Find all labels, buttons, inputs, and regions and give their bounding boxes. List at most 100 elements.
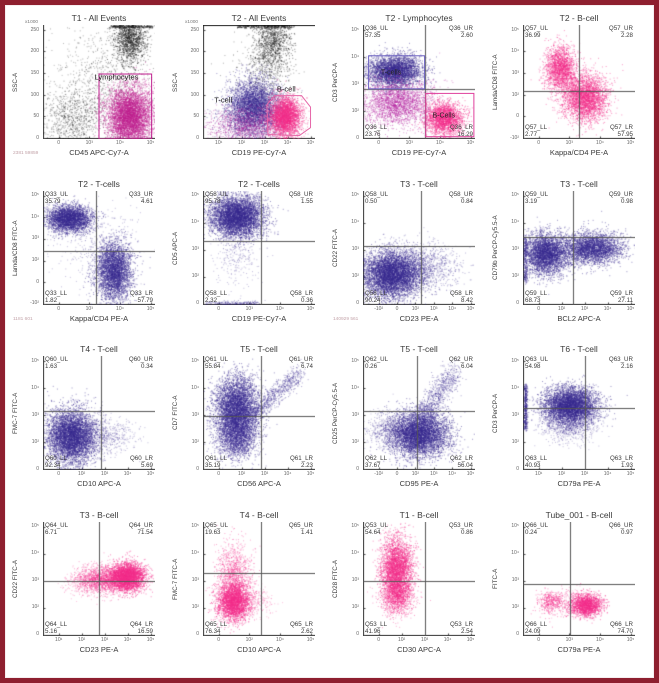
- quadrant-value: 55.84: [205, 363, 221, 370]
- x-axis-label: CD10 APC-A: [77, 479, 121, 488]
- quadrant-label-ul: Q64_UL 6.71: [45, 522, 68, 536]
- y-axis-ticks: 10⁵ 10⁴ 10³ 10² 0: [337, 356, 361, 472]
- axis-tick-label: 10²: [398, 636, 406, 643]
- axis-tick-label: 10⁵: [351, 523, 359, 530]
- axis-tick-label: 10³: [260, 471, 269, 477]
- axis-tick-label: 0: [356, 465, 359, 472]
- quadrant-name: Q59_UL: [525, 190, 549, 198]
- axis-tick-label: 0: [537, 140, 541, 146]
- quadrant-name: Q61_LR: [289, 455, 313, 462]
- quadrant-value: 0.98: [620, 197, 633, 205]
- axis-tick-label: 10⁵: [511, 523, 519, 530]
- axis-tick-label: 10³: [511, 246, 519, 253]
- quadrant-value: 2.32: [205, 296, 218, 304]
- quadrant-label-ur: Q59_UR 0.98: [609, 191, 633, 205]
- axis-tick-label: 0: [516, 300, 519, 307]
- quadrant-value: 2.23: [300, 462, 313, 469]
- axis-tick-label: 10²: [511, 273, 519, 280]
- quadrant-name: Q62_UL: [365, 356, 389, 363]
- quadrant-label-ll: Q58_LL 90.24: [365, 290, 387, 304]
- quadrant-label-ul: Q65_UL 19.63: [205, 522, 228, 536]
- axis-tick-label: 10⁴: [31, 384, 39, 391]
- quadrant-name: Q57_UR: [608, 25, 633, 32]
- quadrant-name: Q58_LL: [205, 289, 228, 297]
- axis-tick-label: 10³: [260, 140, 269, 146]
- plot-area: Q58_UL 0.50 Q58_UR 0.84 Q58_LL 90.24 Q58_LR…: [363, 190, 475, 305]
- quadrant-label-ul: Q61_UL 55.84: [205, 356, 228, 370]
- quadrant-name: Q59_UR: [608, 190, 633, 198]
- scatter-canvas: [43, 521, 155, 636]
- quadrant-label-ur: Q60_UR 0.34: [129, 356, 153, 370]
- quadrant-value: 95.78: [205, 197, 221, 205]
- axis-tick-label: 10²: [558, 471, 566, 477]
- quadrant-name: Q33_LR: [129, 289, 153, 297]
- quadrant-label-ll: Q65_LL 76.34: [205, 621, 227, 635]
- quadrant-value: 68.73: [525, 296, 541, 304]
- x-axis-label: CD95 PE-A: [399, 479, 439, 488]
- quadrant-value: 5.69: [140, 462, 153, 469]
- plot-area: Q64_UL 6.71 Q64_UR 71.54 Q64_LL 5.16 Q64_LR…: [43, 521, 155, 636]
- axis-tick-label: 10⁵: [351, 26, 359, 33]
- axis-tick-label: 0: [57, 305, 61, 312]
- scatter-canvas: [363, 190, 475, 305]
- quadrant-name: Q66_LR: [609, 620, 633, 628]
- quadrant-name: Q58_LR: [449, 289, 473, 297]
- axis-tick-label: 10³: [191, 246, 199, 253]
- axis-tick-label: 10⁵: [191, 357, 199, 364]
- quadrant-name: Q53_LL: [365, 620, 388, 628]
- quadrant-name: Q58_UR: [448, 190, 473, 198]
- axis-tick-label: 0: [356, 134, 359, 141]
- quadrant-value: 0.24: [525, 528, 538, 536]
- quadrant-label-ul: Q63_UL 54.98: [525, 356, 548, 370]
- quadrant-name: Q57_LR: [609, 124, 633, 131]
- quadrant-label-lr: Q63_LR 1.93: [610, 455, 633, 469]
- flow-plot-panel: T2 - Lymphocytes CD3 PerCP-A 10⁵ 10⁴ 10³ 10…: [331, 11, 490, 175]
- quadrant-name: Q60_LR: [129, 455, 153, 462]
- axis-tick-label: 10²: [511, 438, 519, 445]
- axis-tick-label: 10⁴: [191, 550, 199, 557]
- y-axis-ticks: 10⁵ 10⁴ 10³ 10² 0: [177, 356, 201, 472]
- axis-tick-label: 10⁵: [146, 636, 155, 643]
- axis-tick-label: 200: [30, 48, 39, 55]
- quadrant-value: 3.19: [525, 197, 538, 205]
- flow-plot-panel: T2 - B-cell Lamda/CD8 FITC-A 10⁵ 10⁴ 10³ 10…: [491, 11, 650, 175]
- axis-tick-label: 0: [36, 465, 39, 472]
- axis-tick-label: 10²: [78, 471, 86, 477]
- axis-tick-label: 10³: [351, 411, 359, 418]
- x-axis-ticks: 10¹ 10² 10³ 10⁴ 10⁵: [43, 636, 155, 644]
- scatter-canvas: [43, 356, 155, 470]
- axis-tick-label: 10⁴: [351, 53, 359, 60]
- axis-tick-label: 0: [217, 305, 221, 312]
- axis-tick-label: 10¹: [215, 140, 223, 146]
- scatter-canvas: [523, 25, 635, 139]
- axis-tick-label: 10⁵: [626, 636, 635, 643]
- quadrant-name: Q58_LR: [289, 289, 313, 297]
- axis-tick-label: 50: [33, 113, 39, 120]
- axis-tick-label: 150: [190, 69, 199, 76]
- axis-tick-label: 10³: [430, 471, 438, 477]
- axis-tick-label: 10⁴: [116, 140, 124, 146]
- axis-tick-label: 0: [537, 636, 541, 643]
- axis-tick-label: 250: [190, 26, 199, 33]
- scatter-canvas: [523, 356, 635, 470]
- y-axis-ticks: 10⁵ 10⁴ 10³ 10² 0: [497, 522, 521, 637]
- axis-tick-label: 10⁴: [511, 384, 519, 391]
- quadrant-name: Q62_LL: [365, 455, 388, 462]
- axis-tick-label: 10³: [100, 636, 109, 643]
- quadrant-value: 1.55: [300, 197, 313, 205]
- quadrant-name: Q58_UL: [205, 190, 229, 198]
- axis-tick-label: 0: [377, 140, 381, 146]
- x-axis-ticks: 10¹ 10² 10³ 10⁴ 10⁵: [523, 470, 635, 478]
- quadrant-name: Q62_UR: [448, 356, 473, 363]
- quadrant-label-ur: Q65_UR 1.41: [289, 522, 313, 536]
- x-axis-label: CD79a PE-A: [557, 479, 601, 488]
- plot-area: Q53_UL 54.64 Q53_UR 0.86 Q53_LL 41.96 Q53_L…: [363, 521, 475, 636]
- axis-tick-label: 10³: [580, 471, 589, 477]
- x-axis-ticks: -10² 0 10² 10³ 10⁴ 10⁵: [363, 470, 475, 478]
- axis-tick-label: 10⁴: [283, 140, 292, 146]
- quadrant-value: 0.26: [365, 363, 378, 370]
- axis-tick-label: 10⁵: [511, 192, 519, 199]
- flow-plot-panel: T3 - B-cell CD22 FITC-A 10⁵ 10⁴ 10³ 10² 0 Q6…: [11, 508, 170, 672]
- quadrant-name: Q53_LR: [449, 620, 473, 628]
- scatter-canvas: [363, 25, 475, 139]
